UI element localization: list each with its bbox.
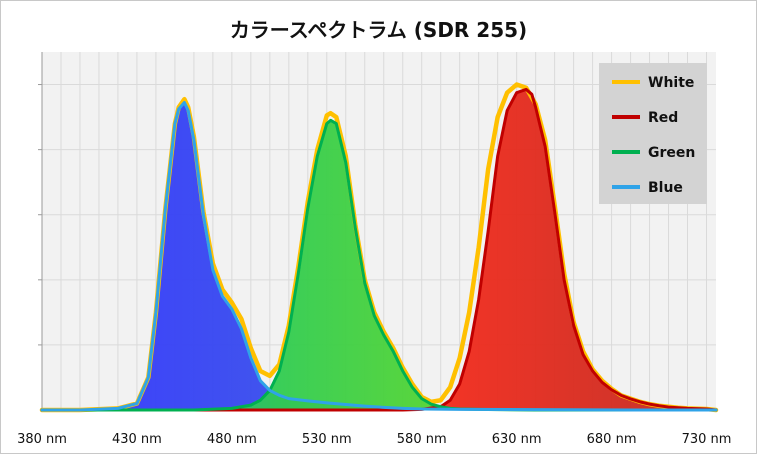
series-line-blue: [40, 100, 718, 412]
legend-label-blue: Blue: [648, 180, 683, 196]
x-tick-label: 730 nm: [682, 432, 732, 447]
x-tick-label: 680 nm: [587, 432, 637, 447]
series-fill-green: [42, 120, 716, 410]
grid: [42, 52, 716, 410]
series-line-red: [40, 87, 718, 412]
x-tick-label: 380 nm: [17, 432, 67, 447]
legend-box: [599, 63, 707, 204]
x-tick-label: 480 nm: [207, 432, 257, 447]
legend-label-green: Green: [648, 145, 695, 161]
chart-title: カラースペクトラム (SDR 255): [229, 18, 528, 42]
x-tick-labels: 380 nm 430 nm 480 nm 530 nm 580 nm 630 nm 680 …: [17, 432, 731, 447]
legend-label-red: Red: [648, 110, 678, 126]
x-tick-label: 630 nm: [492, 432, 542, 447]
x-tick-label: 580 nm: [397, 432, 447, 447]
x-tick-label: 430 nm: [112, 432, 162, 447]
series-lines: [39, 82, 719, 413]
legend-label-white: White: [648, 75, 694, 91]
series-fill-blue: [42, 102, 716, 410]
legend: White Red Green Blue: [599, 63, 707, 204]
x-tick-label: 530 nm: [302, 432, 352, 447]
